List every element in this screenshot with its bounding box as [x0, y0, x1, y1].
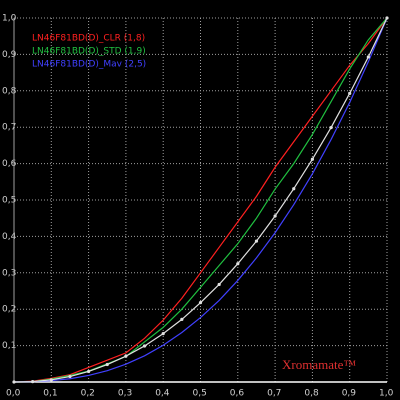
- x-tick-label: 0,7: [267, 389, 281, 399]
- legend-entry: LN46F81BD(D)_STD (1,9): [32, 47, 146, 57]
- y-tick-label: 0,6: [2, 159, 17, 169]
- y-tick-label: 0,7: [2, 123, 16, 133]
- x-tick-label: 0,1: [43, 389, 57, 399]
- legend-entry: LN46F81BD(D)_Mav (2,5): [32, 60, 146, 70]
- point: [31, 380, 35, 384]
- point: [180, 317, 184, 321]
- point: [329, 125, 333, 130]
- point: [310, 157, 314, 161]
- point: [124, 354, 128, 358]
- y-tick-label: 0,2: [2, 305, 16, 315]
- point: [87, 369, 91, 374]
- x-tick-label: 0,2: [81, 389, 95, 399]
- point: [366, 55, 370, 59]
- x-tick-label: 0,9: [342, 389, 357, 399]
- x-tick-label: 1,0: [379, 389, 394, 399]
- legend-entry: LN46F81BD(D)_CLR (1,8): [32, 34, 145, 44]
- point: [217, 282, 221, 287]
- y-tick-label: 0,8: [2, 86, 17, 96]
- y-tick-label: 0,1: [2, 341, 16, 351]
- point: [12, 380, 16, 384]
- y-tick-label: 0,3: [2, 268, 16, 278]
- series-line: [13, 17, 388, 383]
- x-tick-label: 0,5: [193, 389, 207, 399]
- watermark: Xromamate™: [282, 357, 356, 372]
- point: [198, 301, 203, 305]
- point: [348, 91, 352, 95]
- y-tick-label: 0,9: [2, 50, 17, 60]
- point: [385, 16, 389, 20]
- point: [105, 362, 109, 367]
- x-tick-label: 0,8: [304, 389, 319, 399]
- point: [292, 187, 296, 191]
- point: [273, 214, 277, 218]
- x-tick-label: 0,6: [230, 389, 245, 399]
- point: [68, 374, 72, 379]
- point: [161, 331, 165, 336]
- y-tick-label: 1,0: [2, 14, 17, 24]
- series-line: [13, 17, 388, 383]
- point: [236, 262, 240, 266]
- x-tick-label: 0,3: [118, 389, 132, 399]
- x-tick-label: 0,0: [6, 389, 21, 399]
- series-line: [13, 17, 388, 383]
- y-tick-label: 0,4: [2, 232, 17, 242]
- y-tick-label: 0,5: [2, 196, 16, 206]
- point: [49, 378, 53, 382]
- point: [142, 344, 147, 348]
- point: [254, 239, 259, 243]
- x-tick-label: 0,4: [155, 389, 170, 399]
